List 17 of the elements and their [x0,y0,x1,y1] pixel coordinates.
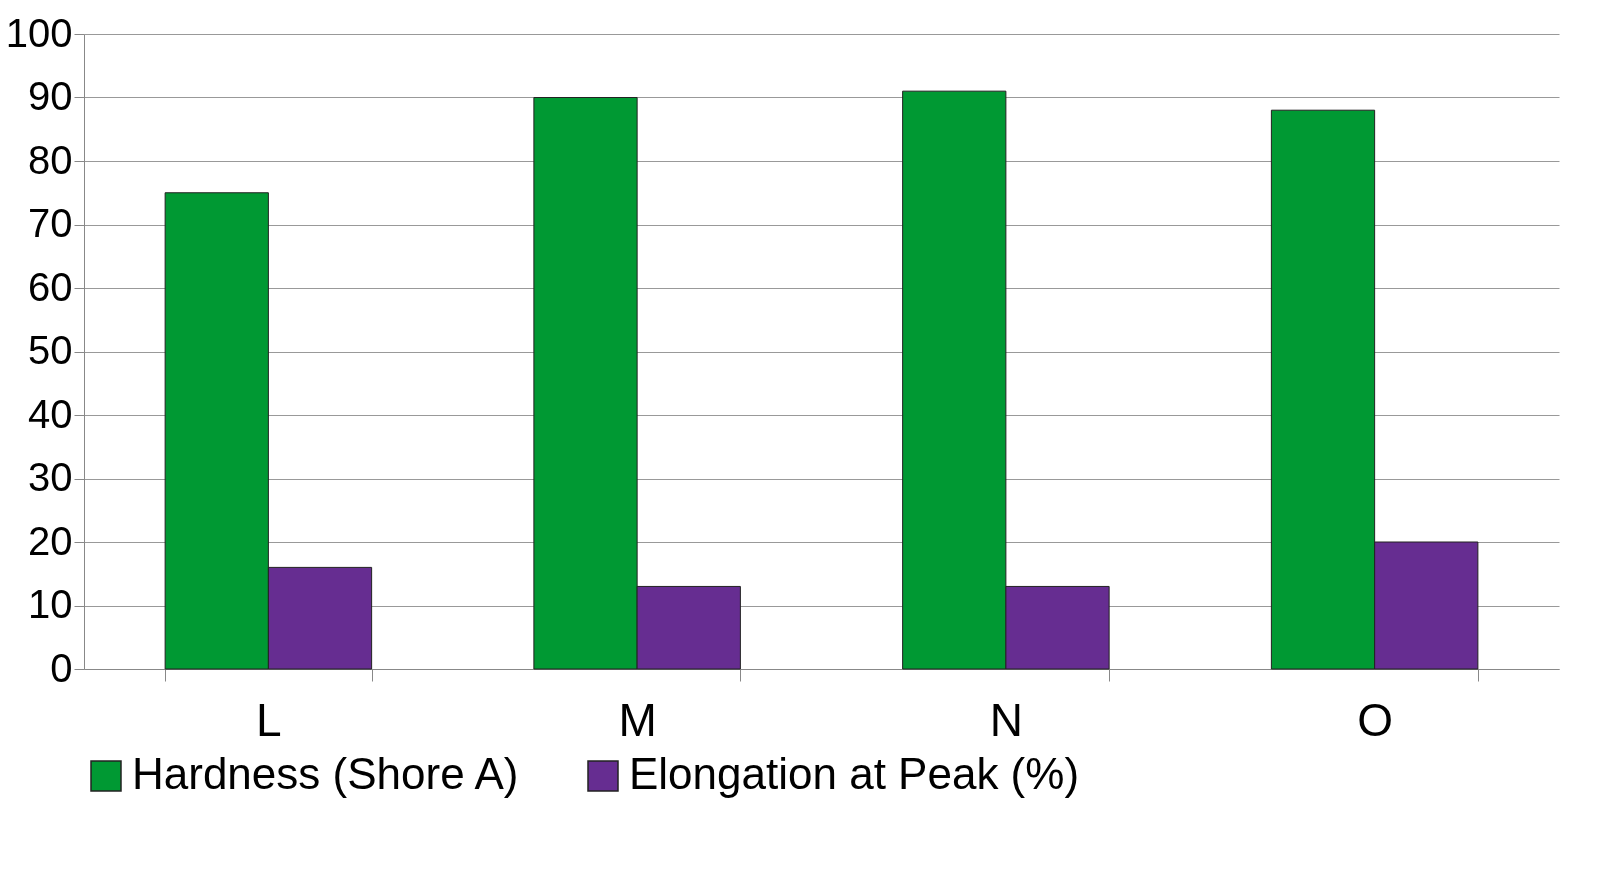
y-tick-label: 80 [28,137,73,182]
y-tick-label: 30 [28,455,73,499]
y-tick-label: 50 [28,328,73,372]
x-tick-label: O [1357,693,1394,746]
y-tick-label: 20 [28,518,73,563]
y-tick-label: 70 [28,201,73,245]
y-tick-label: 60 [28,264,73,309]
x-tick-label: L [256,693,282,746]
y-tick-label: 0 [50,645,73,690]
y-tick-label: 40 [28,391,73,436]
x-tick-label: M [618,693,657,746]
x-tick-label: N [989,693,1023,746]
legend-label: Hardness (Shore A) [132,749,519,798]
y-tick-label: 90 [28,74,73,118]
y-tick-label: 10 [28,582,73,626]
legend-label: Elongation at Peak (%) [629,749,1080,798]
y-tick-label: 100 [5,10,73,55]
